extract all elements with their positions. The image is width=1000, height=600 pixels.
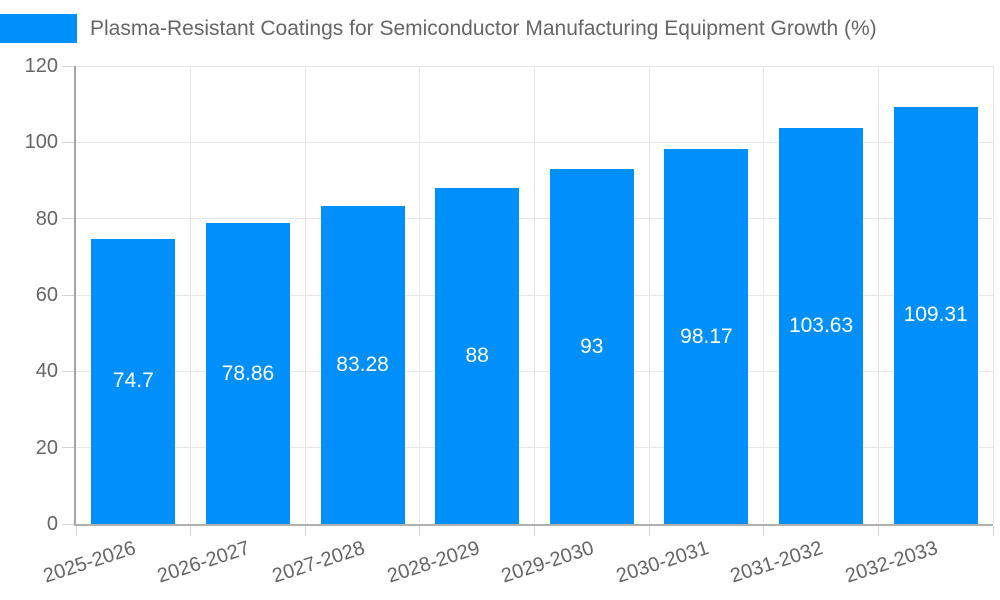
bar-value-label: 88 (465, 344, 489, 368)
y-tick-mark (62, 447, 74, 449)
y-tick-mark (62, 370, 74, 372)
y-tick-mark (62, 141, 74, 143)
y-tick-mark (62, 523, 74, 525)
x-tick-label: 2032-2033 (842, 537, 941, 588)
legend-item[interactable]: Plasma-Resistant Coatings for Semiconduc… (0, 14, 877, 43)
bar-2026-2027[interactable]: 78.86 (205, 223, 290, 524)
x-gridline (763, 66, 765, 524)
bar-2028-2029[interactable]: 88 (435, 188, 520, 524)
x-tick-label: 2029-2030 (498, 537, 597, 588)
bar-value-label: 83.28 (336, 353, 389, 377)
x-tick-mark (763, 526, 765, 536)
bar-2030-2031[interactable]: 98.17 (664, 149, 749, 524)
y-tick-mark (62, 294, 74, 296)
x-tick-label: 2027-2028 (269, 537, 368, 588)
x-tick-mark (304, 526, 306, 536)
x-gridline (992, 66, 994, 524)
bar-2032-2033[interactable]: 109.31 (893, 106, 978, 524)
bar-value-label: 98.17 (680, 324, 733, 348)
x-tick-label: 2025-2026 (40, 537, 139, 588)
x-gridline (877, 66, 879, 524)
x-gridline (304, 66, 306, 524)
y-tick-mark (62, 65, 74, 67)
bar-value-label: 93 (580, 334, 604, 358)
y-tick-label: 60 (35, 284, 58, 306)
bar-value-label: 74.7 (112, 369, 154, 393)
x-tick-label: 2028-2029 (384, 537, 482, 588)
x-tick-mark (419, 526, 421, 536)
bar-value-label: 109.31 (903, 303, 968, 327)
x-gridline (648, 66, 650, 524)
legend-marker-swatch (0, 14, 77, 43)
bar-2025-2026[interactable]: 74.7 (91, 238, 176, 524)
x-gridline (419, 66, 421, 524)
y-tick-label: 40 (35, 360, 58, 383)
bar-2027-2028[interactable]: 83.28 (320, 206, 405, 524)
x-gridline (190, 66, 192, 524)
x-tick-mark (75, 526, 77, 536)
y-tick-label: 100 (24, 131, 58, 154)
bar-value-label: 78.86 (221, 361, 275, 385)
bar-2031-2032[interactable]: 103.63 (779, 128, 864, 524)
x-tick-label: 2026-2027 (154, 537, 253, 588)
x-tick-mark (190, 526, 192, 536)
bar-value-label: 103.63 (788, 314, 854, 338)
x-gridline (534, 66, 535, 524)
x-tick-label: 2031-2032 (728, 537, 826, 588)
x-tick-mark (877, 526, 879, 536)
y-tick-mark (62, 218, 74, 220)
chart-title: Plasma-Resistant Coatings for Semiconduc… (90, 16, 877, 40)
y-tick-label: 20 (35, 436, 58, 459)
plot-area: 74.7 78.86 83.28 88 93 98.17 103.63 109.31 (62, 65, 994, 536)
x-tick-mark (648, 526, 650, 536)
y-tick-label: 80 (35, 207, 58, 230)
x-tick-mark (534, 526, 535, 536)
bar-2029-2030[interactable]: 93 (549, 169, 634, 524)
y-tick-label: 120 (24, 55, 58, 77)
x-tick-mark (992, 526, 994, 536)
y-tick-label: 0 (46, 513, 58, 535)
x-tick-label: 2030-2031 (613, 537, 712, 588)
